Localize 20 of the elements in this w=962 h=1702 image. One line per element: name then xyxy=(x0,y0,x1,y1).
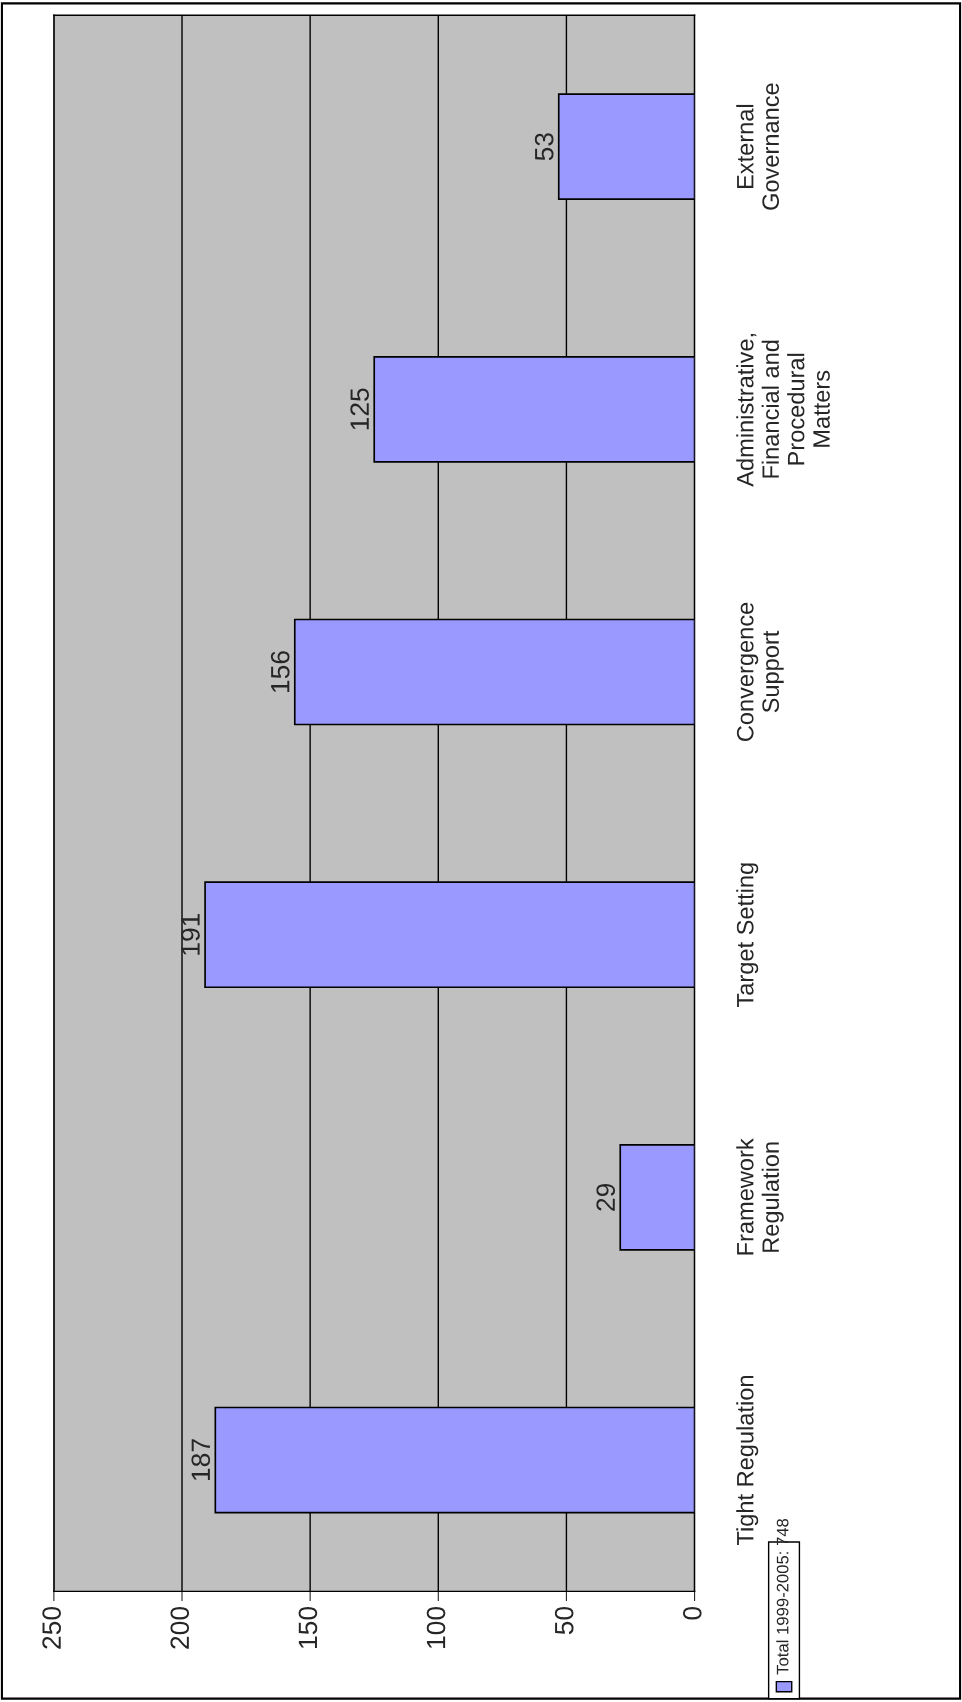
data-label: 191 xyxy=(181,913,200,955)
x-tick-label: 250 xyxy=(42,1606,61,1649)
x-tick-label: 100 xyxy=(426,1606,446,1648)
y-tick-label: Target Setting xyxy=(736,863,759,1007)
x-tick-label: 150 xyxy=(298,1606,318,1648)
x-tick-label: 50 xyxy=(554,1606,574,1635)
data-label: 29 xyxy=(596,1183,616,1211)
y-tick-label: Administrative, Financial and Procedural Matters xyxy=(736,334,830,487)
data-label: 156 xyxy=(270,651,290,693)
y-tick-label: External Governance xyxy=(736,83,780,210)
bar xyxy=(619,1143,695,1251)
y-tick-label: Framework Regulation xyxy=(736,1138,784,1255)
data-label: 187 xyxy=(191,1439,211,1481)
y-tick-label: Convergence Support xyxy=(736,602,784,742)
text: Total 1999-2005: 748 xyxy=(776,1518,789,1675)
y-tick-label: Tight Regulation xyxy=(736,1376,759,1546)
data-label: 53 xyxy=(534,133,554,161)
x-tick-label: 0 xyxy=(682,1606,702,1620)
x-tick-label: 200 xyxy=(170,1606,190,1649)
data-label: 125 xyxy=(350,388,369,430)
